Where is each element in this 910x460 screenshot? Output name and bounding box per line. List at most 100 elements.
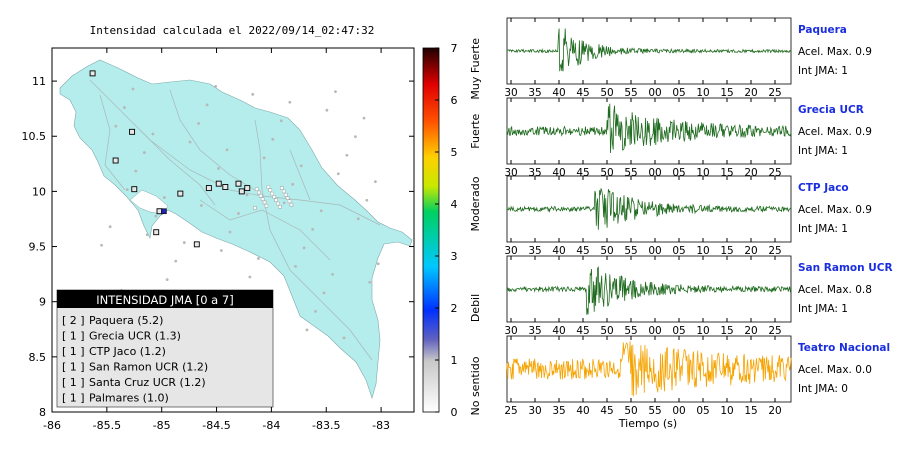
- cluster-station: [264, 204, 269, 208]
- waveform-tick-label: 30: [504, 87, 517, 99]
- cluster-station: [262, 200, 267, 205]
- cluster-station: [285, 196, 290, 200]
- map-legend: INTENSIDAD JMA [0 a 7] [ 2 ] Paquera (5.2…: [56, 289, 274, 408]
- network-station-dot: [154, 214, 158, 218]
- cluster-station: [282, 189, 286, 194]
- map-xtick-label: -84.5: [202, 419, 230, 432]
- waveform-tick-label: 20: [744, 325, 757, 337]
- waveform-tick-label: 00: [648, 87, 661, 99]
- colorbar-tick-label: 5: [451, 146, 458, 159]
- network-station-dot: [373, 180, 377, 184]
- waveform-tick-label: 25: [768, 245, 781, 257]
- waveform-tick-label: 35: [528, 325, 541, 337]
- network-station-dot: [319, 209, 323, 213]
- intensity-station-marker: [215, 180, 222, 187]
- cluster-station: [272, 195, 276, 199]
- network-station-dot: [376, 262, 380, 266]
- network-station-dot: [257, 257, 260, 260]
- network-station-dot: [219, 249, 223, 252]
- network-station-dot: [288, 100, 292, 104]
- waveform-trace: [506, 28, 792, 72]
- colorbar-tick-label: 7: [451, 42, 458, 55]
- waveform-station-name: Grecia UCR: [798, 104, 864, 116]
- colorbar-category-label: Muy Fuerte: [469, 38, 482, 100]
- legend-row-code: [ 1 ]: [62, 361, 85, 374]
- network-station-dot: [162, 196, 166, 199]
- cluster-station: [255, 187, 259, 191]
- waveform-int-jma: Int JMA: 1: [798, 223, 848, 235]
- network-station-dot: [225, 148, 229, 152]
- waveform-station-name: CTP Jaco: [798, 182, 849, 194]
- waveform-tick-label: 55: [624, 87, 637, 99]
- network-station-dot: [365, 198, 369, 202]
- network-station-dot: [182, 241, 186, 244]
- waveform-tick-label: 55: [624, 245, 637, 257]
- waveform-tick-label: 55: [624, 325, 637, 337]
- waveform-tick-label: 15: [720, 245, 733, 257]
- network-station-dot: [151, 132, 155, 136]
- waveform-tick-label: 25: [504, 405, 517, 417]
- intensity-station-marker: [235, 180, 242, 187]
- waveform-tick-label: 40: [552, 325, 565, 337]
- waveform-tick-label: 35: [528, 245, 541, 257]
- cluster-station: [283, 193, 288, 197]
- network-station-dot: [368, 280, 372, 284]
- network-station-dot: [197, 122, 200, 125]
- network-station-dot: [214, 84, 218, 88]
- network-station-dot: [237, 212, 240, 215]
- waveform-tick-label: 50: [600, 87, 613, 99]
- network-station-dot: [356, 217, 360, 221]
- network-station-dot: [123, 106, 126, 109]
- map-ytick-label: 8.5: [29, 351, 47, 364]
- network-station-dot: [325, 108, 329, 112]
- waveform-station-name: Paquera: [798, 24, 847, 36]
- network-station-dot: [217, 167, 220, 170]
- intensity-station-marker: [153, 229, 160, 236]
- waveform-tick-label: 20: [744, 245, 757, 257]
- colorbar-tick-label: 3: [451, 250, 458, 263]
- waveform-tick-label: 05: [672, 325, 685, 337]
- network-station-dot: [299, 164, 303, 168]
- waveform-tick-label: 50: [600, 245, 613, 257]
- network-station-dot: [174, 259, 178, 263]
- waveform-acel-max: Acel. Max. 0.0: [798, 364, 872, 376]
- map-xtick-label: -83.5: [312, 419, 340, 432]
- colorbar-category-label: No sentido: [469, 356, 482, 415]
- waveform-int-jma: Int JMA: 1: [798, 65, 848, 77]
- network-station-dot: [228, 230, 232, 234]
- network-station-dot: [188, 140, 192, 144]
- cluster-station: [257, 190, 261, 195]
- cluster-station: [280, 186, 284, 190]
- waveform-acel-max: Acel. Max. 0.8: [798, 284, 872, 296]
- waveform-tick-label: 15: [744, 405, 757, 417]
- map-ytick-label: 9.5: [29, 241, 47, 254]
- waveform-tick-label: 25: [768, 325, 781, 337]
- legend-row-text: Grecia UCR (1.3): [89, 330, 181, 343]
- intensity-station-marker: [244, 185, 251, 192]
- waveform-acel-max: Acel. Max. 0.9: [798, 126, 872, 138]
- map-ytick-label: 10: [32, 185, 46, 198]
- map-ytick-label: 11: [32, 75, 46, 88]
- network-station-dot: [362, 116, 366, 120]
- waveform-tick-label: 30: [528, 405, 541, 417]
- network-station-dot: [282, 201, 286, 205]
- map-xtick-label: -86: [43, 419, 61, 432]
- network-station-dot: [311, 227, 315, 231]
- waveform-tick-label: 00: [648, 325, 661, 337]
- network-station-dot: [279, 119, 283, 123]
- intensity-station-marker: [205, 185, 212, 192]
- legend-row-text: Santa Cruz UCR (1.2): [89, 376, 206, 389]
- cluster-station: [270, 191, 274, 196]
- waveform-int-jma: Int JMA: 0: [798, 383, 848, 395]
- intensity-station-marker: [177, 190, 184, 197]
- cluster-station: [266, 185, 271, 189]
- waveform-frame: [506, 255, 792, 323]
- waveform-tick-label: 15: [720, 87, 733, 99]
- cluster-station: [253, 206, 257, 210]
- waveform-tick-label: 40: [552, 245, 565, 257]
- waveform-tick-label: 35: [528, 87, 541, 99]
- network-station-dot: [205, 103, 209, 107]
- legend-row-text: San Ramon UCR (1.2): [89, 361, 208, 374]
- network-station-dot: [336, 172, 340, 176]
